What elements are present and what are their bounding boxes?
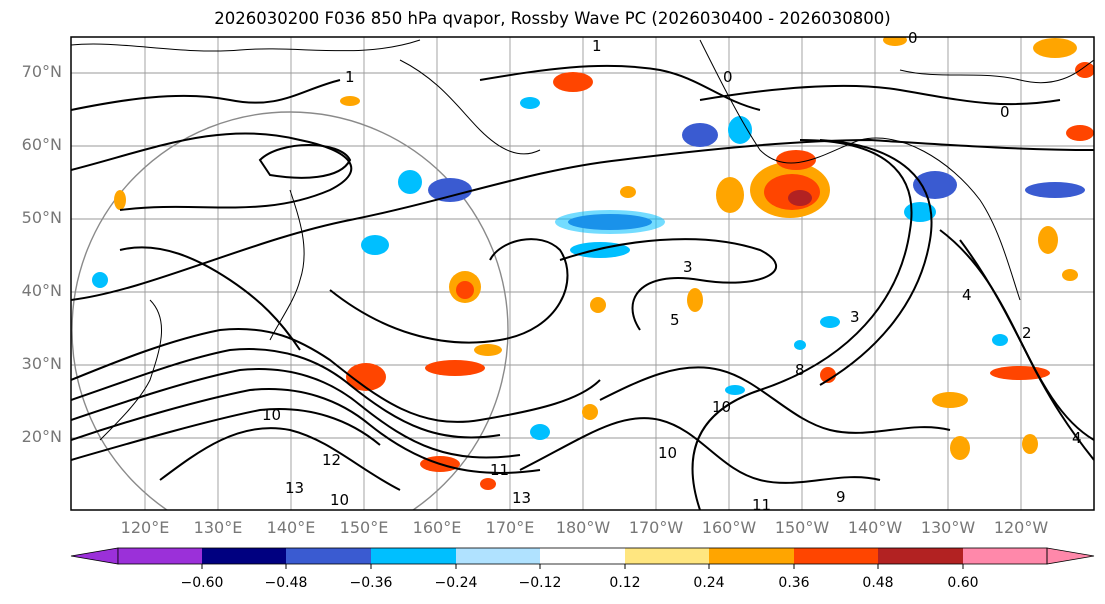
lat-label: 20°N (21, 427, 62, 446)
lat-label: 30°N (21, 354, 62, 373)
contour-label: 4 (962, 286, 972, 304)
colorbar-swatch (456, 548, 540, 564)
colorbar-swatch (709, 548, 794, 564)
contour-lines (71, 64, 1094, 510)
anomaly-fills (92, 37, 1094, 490)
lat-label: 60°N (21, 135, 62, 154)
contour-label: 0 (908, 29, 918, 47)
colorbar-swatch (371, 548, 456, 564)
map-frame (70, 36, 1095, 511)
colorbar-tick-label: 0.36 (778, 575, 810, 591)
contour-label: 10 (658, 444, 677, 462)
colorbar-tick-label: −0.60 (180, 575, 224, 591)
coastlines (71, 39, 1094, 441)
colorbar (70, 547, 1095, 569)
lon-label: 170°E (485, 518, 535, 537)
colorbar-extend-min (70, 547, 119, 565)
contour-label: 0 (723, 68, 733, 86)
colorbar-outline (117, 547, 1048, 565)
colorbar-tick-label: 0.12 (609, 575, 641, 591)
lon-label: 170°W (628, 518, 684, 537)
contour-label: 10 (712, 398, 731, 416)
lon-label: 130°W (920, 518, 976, 537)
contour-label: 9 (836, 488, 846, 506)
lon-label: 150°E (339, 518, 389, 537)
contour-label: 2 (1022, 324, 1032, 342)
contour-label: 11 (752, 496, 771, 514)
contour-label: 3 (683, 258, 693, 276)
figure-title: 2026030200 F036 850 hPa qvapor, Rossby W… (214, 9, 891, 28)
contour-label: 8 (795, 361, 805, 379)
contour-label: 1 (345, 68, 355, 86)
colorbar-swatch (625, 548, 709, 564)
range-ring (71, 111, 509, 510)
map-background (71, 37, 1094, 510)
contour-label-group: 1 1 0 0 0 3 5 3 4 2 8 10 12 13 11 13 10 … (262, 29, 1082, 514)
lat-label: 50°N (21, 208, 62, 227)
contour-label: 3 (850, 308, 860, 326)
contour-label: 4 (1072, 429, 1082, 447)
contour-label: 13 (285, 479, 304, 497)
lon-label: 120°E (120, 518, 170, 537)
colorbar-swatch (540, 548, 625, 564)
colorbar-tick-label: 0.24 (693, 575, 725, 591)
colorbar-swatch (202, 548, 286, 564)
colorbar-tick-label: −0.48 (264, 575, 308, 591)
contour-label: 10 (330, 491, 349, 509)
colorbar-swatch (878, 548, 963, 564)
contour-label: 5 (670, 311, 680, 329)
colorbar-tick-label: −0.36 (349, 575, 393, 591)
colorbar-swatch (286, 548, 371, 564)
lon-label: 150°W (774, 518, 830, 537)
contour-label: 11 (490, 461, 509, 479)
colorbar-tick-label: 0.48 (862, 575, 894, 591)
lon-label: 160°W (701, 518, 757, 537)
contour-label: 0 (1000, 103, 1010, 121)
contour-label: 10 (262, 406, 281, 424)
colorbar-swatch (963, 548, 1047, 564)
map-content (71, 37, 1094, 510)
colorbar-tick-label: −0.24 (434, 575, 478, 591)
colorbar-ticks (201, 564, 964, 569)
colorbar-tick-label: 0.60 (947, 575, 979, 591)
lon-label: 160°E (412, 518, 462, 537)
contour-label: 12 (322, 451, 341, 469)
contour-label: 1 (592, 37, 602, 55)
colorbar-tick-label: −0.12 (518, 575, 562, 591)
lat-label: 70°N (21, 62, 62, 81)
lat-label: 40°N (21, 281, 62, 300)
contour-label: 13 (512, 489, 531, 507)
lon-label: 140°E (266, 518, 316, 537)
colorbar-swatch (794, 548, 878, 564)
lon-label: 130°E (193, 518, 243, 537)
colorbar-extend-max (1046, 547, 1095, 565)
lon-label: 180°W (555, 518, 611, 537)
lon-label: 120°W (993, 518, 1049, 537)
colorbar-swatch (118, 548, 202, 564)
lon-label: 140°W (847, 518, 903, 537)
